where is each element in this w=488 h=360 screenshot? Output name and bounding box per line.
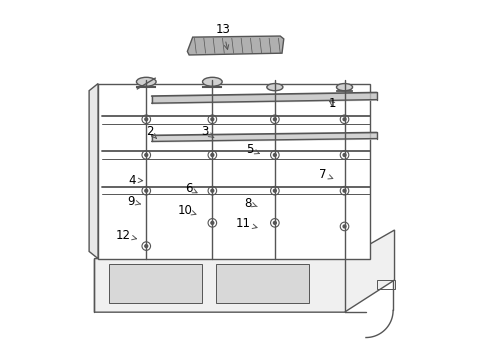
Circle shape (210, 118, 213, 121)
Ellipse shape (136, 77, 156, 86)
Polygon shape (108, 264, 201, 303)
Polygon shape (94, 230, 394, 312)
Text: 4: 4 (128, 174, 142, 186)
Circle shape (273, 118, 276, 121)
Text: 13: 13 (215, 23, 230, 49)
Circle shape (210, 154, 213, 157)
Circle shape (210, 189, 213, 192)
Text: 5: 5 (245, 143, 259, 156)
Text: 8: 8 (244, 197, 257, 210)
Text: 9: 9 (127, 195, 140, 208)
Circle shape (144, 118, 147, 121)
Circle shape (273, 154, 276, 157)
Circle shape (343, 189, 345, 192)
Polygon shape (89, 84, 98, 258)
Text: 11: 11 (235, 217, 257, 230)
Circle shape (273, 221, 276, 224)
Text: 6: 6 (185, 183, 197, 195)
Polygon shape (216, 264, 308, 303)
Text: 1: 1 (327, 97, 335, 110)
Circle shape (144, 245, 147, 248)
Circle shape (210, 221, 213, 224)
Polygon shape (98, 84, 369, 258)
Text: 3: 3 (201, 125, 214, 138)
Ellipse shape (266, 84, 283, 91)
Circle shape (144, 189, 147, 192)
Text: 7: 7 (319, 168, 332, 181)
Polygon shape (187, 36, 283, 55)
Circle shape (343, 118, 345, 121)
Text: 12: 12 (115, 229, 136, 242)
Ellipse shape (202, 77, 222, 86)
Circle shape (343, 154, 345, 157)
Ellipse shape (336, 84, 352, 91)
Circle shape (273, 189, 276, 192)
Circle shape (343, 225, 345, 228)
Circle shape (144, 154, 147, 157)
Text: 10: 10 (177, 204, 196, 217)
Text: 2: 2 (146, 125, 156, 139)
